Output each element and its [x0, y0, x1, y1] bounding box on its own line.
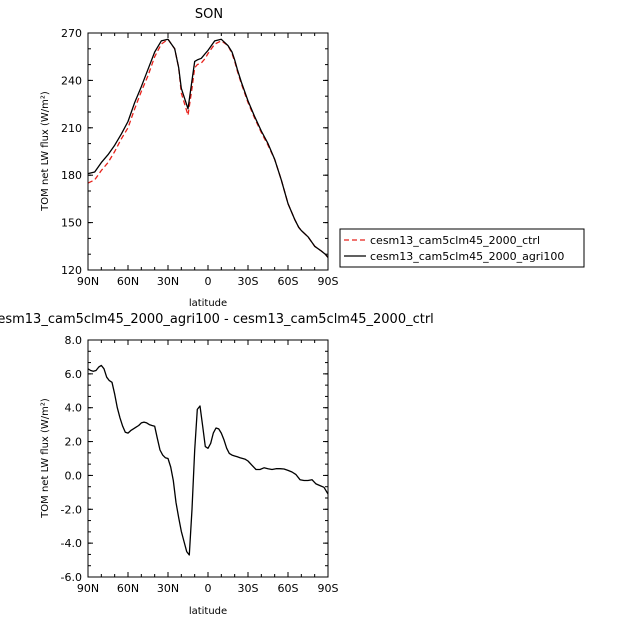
top-y-tick-label: 210: [61, 122, 82, 135]
bottom-x-axis-label: latitude: [189, 606, 227, 617]
top-y-tick-label: 150: [61, 217, 82, 230]
top-chart-title: SON: [195, 7, 223, 22]
bottom-x-tick-label: 30S: [238, 582, 259, 595]
bottom-chart-title: cesm13_cam5clm45_2000_agri100 - cesm13_c…: [0, 312, 434, 327]
top-x-tick-label: 60N: [117, 275, 139, 288]
legend: cesm13_cam5clm45_2000_ctrl cesm13_cam5cl…: [339, 228, 585, 268]
bottom-y-tick-label: 2.0: [65, 436, 83, 449]
top-plot-frame: [87, 32, 329, 271]
top-plot-lines: [87, 38, 329, 258]
bottom-x-tick-label: 60N: [117, 582, 139, 595]
bottom-x-tick-label: 90N: [77, 582, 99, 595]
bottom-y-tick-label: -2.0: [61, 503, 82, 516]
bottom-x-tick-label: 30N: [157, 582, 179, 595]
top-x-tick-label: 30S: [238, 275, 259, 288]
top-x-axis-label: latitude: [189, 298, 227, 309]
top-x-tick-label: 0: [205, 275, 212, 288]
legend-label-agri100: cesm13_cam5clm45_2000_agri100: [370, 250, 564, 263]
top-y-axis-label: TOM net LW flux (W/m²): [40, 91, 51, 212]
bottom-x-tick-label: 0: [205, 582, 212, 595]
bottom-series-line-0: [87, 364, 329, 556]
bottom-y-tick-label: 0.0: [65, 469, 83, 482]
legend-box: [339, 228, 585, 268]
bottom-x-tick-label: 90S: [318, 582, 339, 595]
bottom-y-tick-label: 8.0: [65, 334, 83, 347]
bottom-y-tick-label: -4.0: [61, 537, 82, 550]
bottom-y-tick-label: -6.0: [61, 571, 82, 584]
top-series-line-0: [87, 38, 329, 258]
top-series-line-1: [87, 38, 329, 258]
legend-label-ctrl: cesm13_cam5clm45_2000_ctrl: [370, 234, 540, 247]
bottom-x-tick-label: 60S: [278, 582, 299, 595]
top-x-tick-label: 90N: [77, 275, 99, 288]
bottom-plot-frame: [87, 339, 329, 578]
top-y-tick-label: 180: [61, 169, 82, 182]
top-y-tick-label: 120: [61, 264, 82, 277]
top-y-tick-label: 240: [61, 74, 82, 87]
top-x-tick-label: 30N: [157, 275, 179, 288]
top-x-tick-label: 60S: [278, 275, 299, 288]
bottom-y-axis-label: TOM net LW flux (W/m²): [40, 398, 51, 519]
top-y-tick-label: 270: [61, 27, 82, 40]
bottom-plot-lines: [87, 364, 329, 556]
bottom-panel: cesm13_cam5clm45_2000_agri100 - cesm13_c…: [0, 312, 434, 617]
top-x-tick-label: 90S: [318, 275, 339, 288]
bottom-y-tick-label: 6.0: [65, 368, 83, 381]
bottom-y-tick-label: 4.0: [65, 402, 83, 415]
top-panel: SON 90N 60N 30N 0 30S 60S 90S 120 150 180 210 240 27…: [40, 7, 585, 309]
